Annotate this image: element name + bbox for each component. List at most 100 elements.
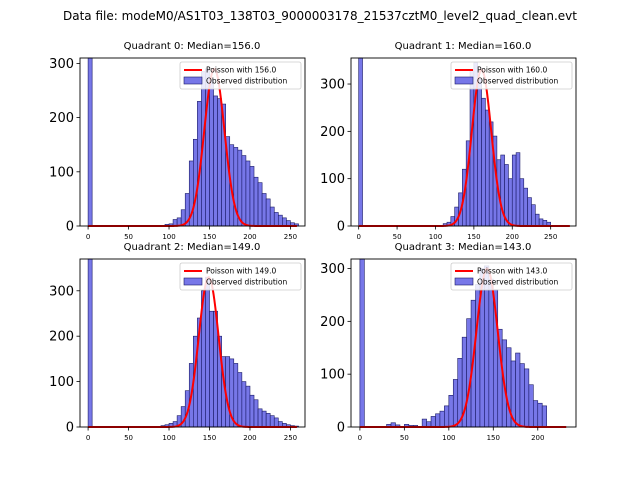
- y-tick-label: 200: [320, 315, 345, 330]
- y-tick-label: 100: [49, 165, 74, 180]
- histogram-bar: [531, 204, 536, 227]
- histogram-bar: [485, 109, 490, 227]
- histogram-bar: [87, 57, 93, 227]
- y-tick-label: 300: [49, 284, 74, 299]
- plot-frame: [79, 258, 306, 428]
- x-tick-label: 50: [124, 233, 133, 241]
- histogram-bar: [533, 400, 539, 428]
- legend-observed-label: Observed distribution: [206, 77, 287, 86]
- y-tick-label: 100: [320, 172, 345, 187]
- histogram-bar: [233, 363, 239, 428]
- histogram-bar: [421, 418, 427, 428]
- histogram-bar: [541, 405, 547, 428]
- x-tick-label: 0: [86, 233, 90, 241]
- legend-bar-swatch: [454, 76, 474, 85]
- histogram-bar: [249, 394, 255, 428]
- histogram-bar: [439, 410, 445, 428]
- y-tick-label: 0: [66, 220, 74, 235]
- histogram-bar: [481, 97, 486, 227]
- legend-box: [450, 61, 573, 90]
- x-tick-label: 200: [531, 434, 544, 442]
- quadrant-2-chart: Quadrant 2: Median=149.0 0 50 100 150 200 250…: [49, 242, 306, 442]
- y-tick-label: 300: [320, 262, 345, 277]
- histogram-bar: [209, 79, 214, 227]
- histogram-bar: [358, 57, 363, 227]
- histogram-bar: [538, 218, 544, 227]
- y-tick-label: 300: [320, 78, 345, 93]
- quadrant-3-chart: Quadrant 3: Median=143.0 0 50 100 150 200 0 10…: [320, 242, 577, 442]
- quadrant-2-title: Quadrant 2: Median=149.0: [124, 242, 261, 253]
- legend-observed-label: Observed distribution: [477, 77, 558, 86]
- legend-poisson-label: Poisson with 143.0: [477, 267, 547, 276]
- x-tick-label: 50: [393, 233, 402, 241]
- quadrant-1-title: Quadrant 1: Median=160.0: [395, 41, 532, 52]
- x-tick-label: 100: [162, 233, 175, 241]
- x-tick-label: 250: [284, 233, 297, 241]
- histogram-bar: [193, 138, 198, 227]
- y-tick-label: 200: [49, 330, 74, 345]
- legend-poisson-label: Poisson with 156.0: [206, 66, 276, 75]
- histogram-bar: [515, 352, 521, 428]
- legend-box: [179, 262, 302, 291]
- x-tick-label: 200: [243, 233, 256, 241]
- histogram-bar: [282, 217, 287, 227]
- quadrant-0-title: Quadrant 0: Median=156.0: [124, 41, 261, 52]
- y-tick-label: 200: [320, 125, 345, 140]
- x-tick-label: 0: [358, 434, 362, 442]
- histogram-bar: [435, 413, 441, 428]
- legend: Poisson with 143.0 Observed distribution: [450, 262, 573, 291]
- x-tick-label: 150: [487, 434, 500, 442]
- histogram-bar: [213, 95, 218, 227]
- histogram-bar: [253, 176, 259, 227]
- histogram-bar: [265, 413, 271, 428]
- histogram-bar: [261, 193, 267, 227]
- x-tick-label: 0: [86, 434, 90, 442]
- quadrant-3-title: Quadrant 3: Median=143.0: [395, 242, 532, 253]
- histogram-bar: [519, 178, 525, 227]
- x-tick-label: 0: [356, 233, 360, 241]
- x-tick-label: 50: [124, 434, 133, 442]
- histogram-bar: [359, 258, 365, 428]
- plot-frame: [79, 57, 306, 227]
- y-tick-label: 300: [49, 57, 74, 72]
- legend-bar-swatch: [183, 76, 203, 85]
- y-tick-label: 200: [49, 111, 74, 126]
- histogram-bar: [209, 310, 214, 428]
- legend-observed-label: Observed distribution: [477, 278, 558, 287]
- histogram-bar: [237, 372, 243, 428]
- histogram-bar: [519, 363, 525, 428]
- plot-frame: [350, 57, 577, 227]
- x-tick-label: 250: [284, 434, 297, 442]
- legend-poisson-label: Poisson with 149.0: [206, 267, 276, 276]
- legend-box: [179, 61, 302, 90]
- x-tick-label: 100: [442, 434, 455, 442]
- quadrant-1-chart: Quadrant 1: Median=160.0 0 50 100 150 200 250…: [320, 41, 577, 241]
- histogram-bar: [528, 384, 534, 428]
- histogram-bar: [253, 399, 259, 428]
- histogram-bar: [273, 417, 279, 428]
- histogram-bar: [265, 198, 271, 227]
- histogram-bar: [430, 416, 436, 428]
- x-tick-label: 250: [544, 233, 557, 241]
- histogram-bar: [217, 98, 222, 227]
- legend-bar-swatch: [183, 277, 203, 286]
- x-tick-label: 100: [162, 434, 175, 442]
- histogram-bar: [524, 368, 530, 428]
- x-tick-label: 150: [203, 434, 216, 442]
- legend-observed-label: Observed distribution: [206, 278, 287, 287]
- y-tick-label: 0: [337, 220, 345, 235]
- x-tick-label: 150: [467, 233, 480, 241]
- legend-bar-swatch: [454, 277, 474, 286]
- legend: Poisson with 149.0 Observed distribution: [179, 262, 302, 291]
- histogram-bar: [515, 152, 521, 227]
- histogram-bar: [527, 197, 532, 227]
- quadrant-0-chart: Quadrant 0: Median=156.0 0 50 100 150 200 250…: [49, 41, 306, 241]
- histogram-bar: [466, 318, 472, 428]
- x-tick-label: 100: [429, 233, 442, 241]
- histogram-bar: [537, 402, 543, 428]
- x-tick-label: 50: [400, 434, 409, 442]
- legend-box: [450, 262, 573, 291]
- x-tick-label: 200: [506, 233, 519, 241]
- histogram-bar: [511, 154, 517, 227]
